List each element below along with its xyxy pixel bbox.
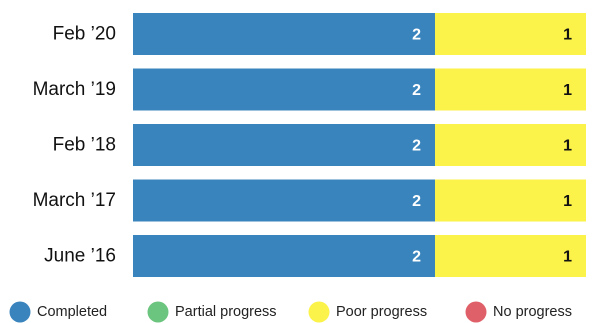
bar-segment-completed: [133, 124, 435, 166]
data-label: 2: [412, 193, 421, 210]
data-label: 2: [412, 82, 421, 99]
data-label: 1: [563, 138, 572, 155]
legend-swatch: [308, 301, 330, 323]
data-label: 2: [412, 249, 421, 266]
legend-swatch: [465, 301, 487, 323]
bar-segment-poor-progress: [435, 13, 586, 55]
data-label: 2: [412, 138, 421, 155]
legend-item-poor-progress: Poor progress: [308, 301, 427, 323]
data-label: 2: [412, 27, 421, 44]
bar-segment-completed: [133, 235, 435, 277]
bar-segment-poor-progress: [435, 235, 586, 277]
category-label: Feb ’18: [53, 135, 116, 156]
category-label: March ’17: [33, 190, 116, 211]
legend-label: Partial progress: [175, 304, 277, 320]
data-label: 1: [563, 82, 572, 99]
legend-item-no-progress: No progress: [465, 301, 572, 323]
bar-segment-poor-progress: [435, 179, 586, 222]
legend-label: Completed: [37, 304, 107, 320]
legend-swatch: [9, 301, 31, 323]
category-label: June ’16: [44, 246, 116, 267]
bar-segment-completed: [133, 68, 435, 111]
bar-segment-poor-progress: [435, 68, 586, 111]
data-label: 1: [563, 193, 572, 210]
data-label: 1: [563, 27, 572, 44]
category-label: March ’19: [33, 79, 116, 100]
bar-segment-completed: [133, 13, 435, 55]
data-label: 1: [563, 249, 572, 266]
bar-segment-poor-progress: [435, 124, 586, 166]
legend-item-partial-progress: Partial progress: [147, 301, 277, 323]
category-label: Feb ’20: [53, 24, 116, 45]
bar-segment-completed: [133, 179, 435, 222]
legend-label: No progress: [493, 304, 572, 320]
legend-item-completed: Completed: [9, 301, 107, 323]
legend-swatch: [147, 301, 169, 323]
legend-label: Poor progress: [336, 304, 427, 320]
